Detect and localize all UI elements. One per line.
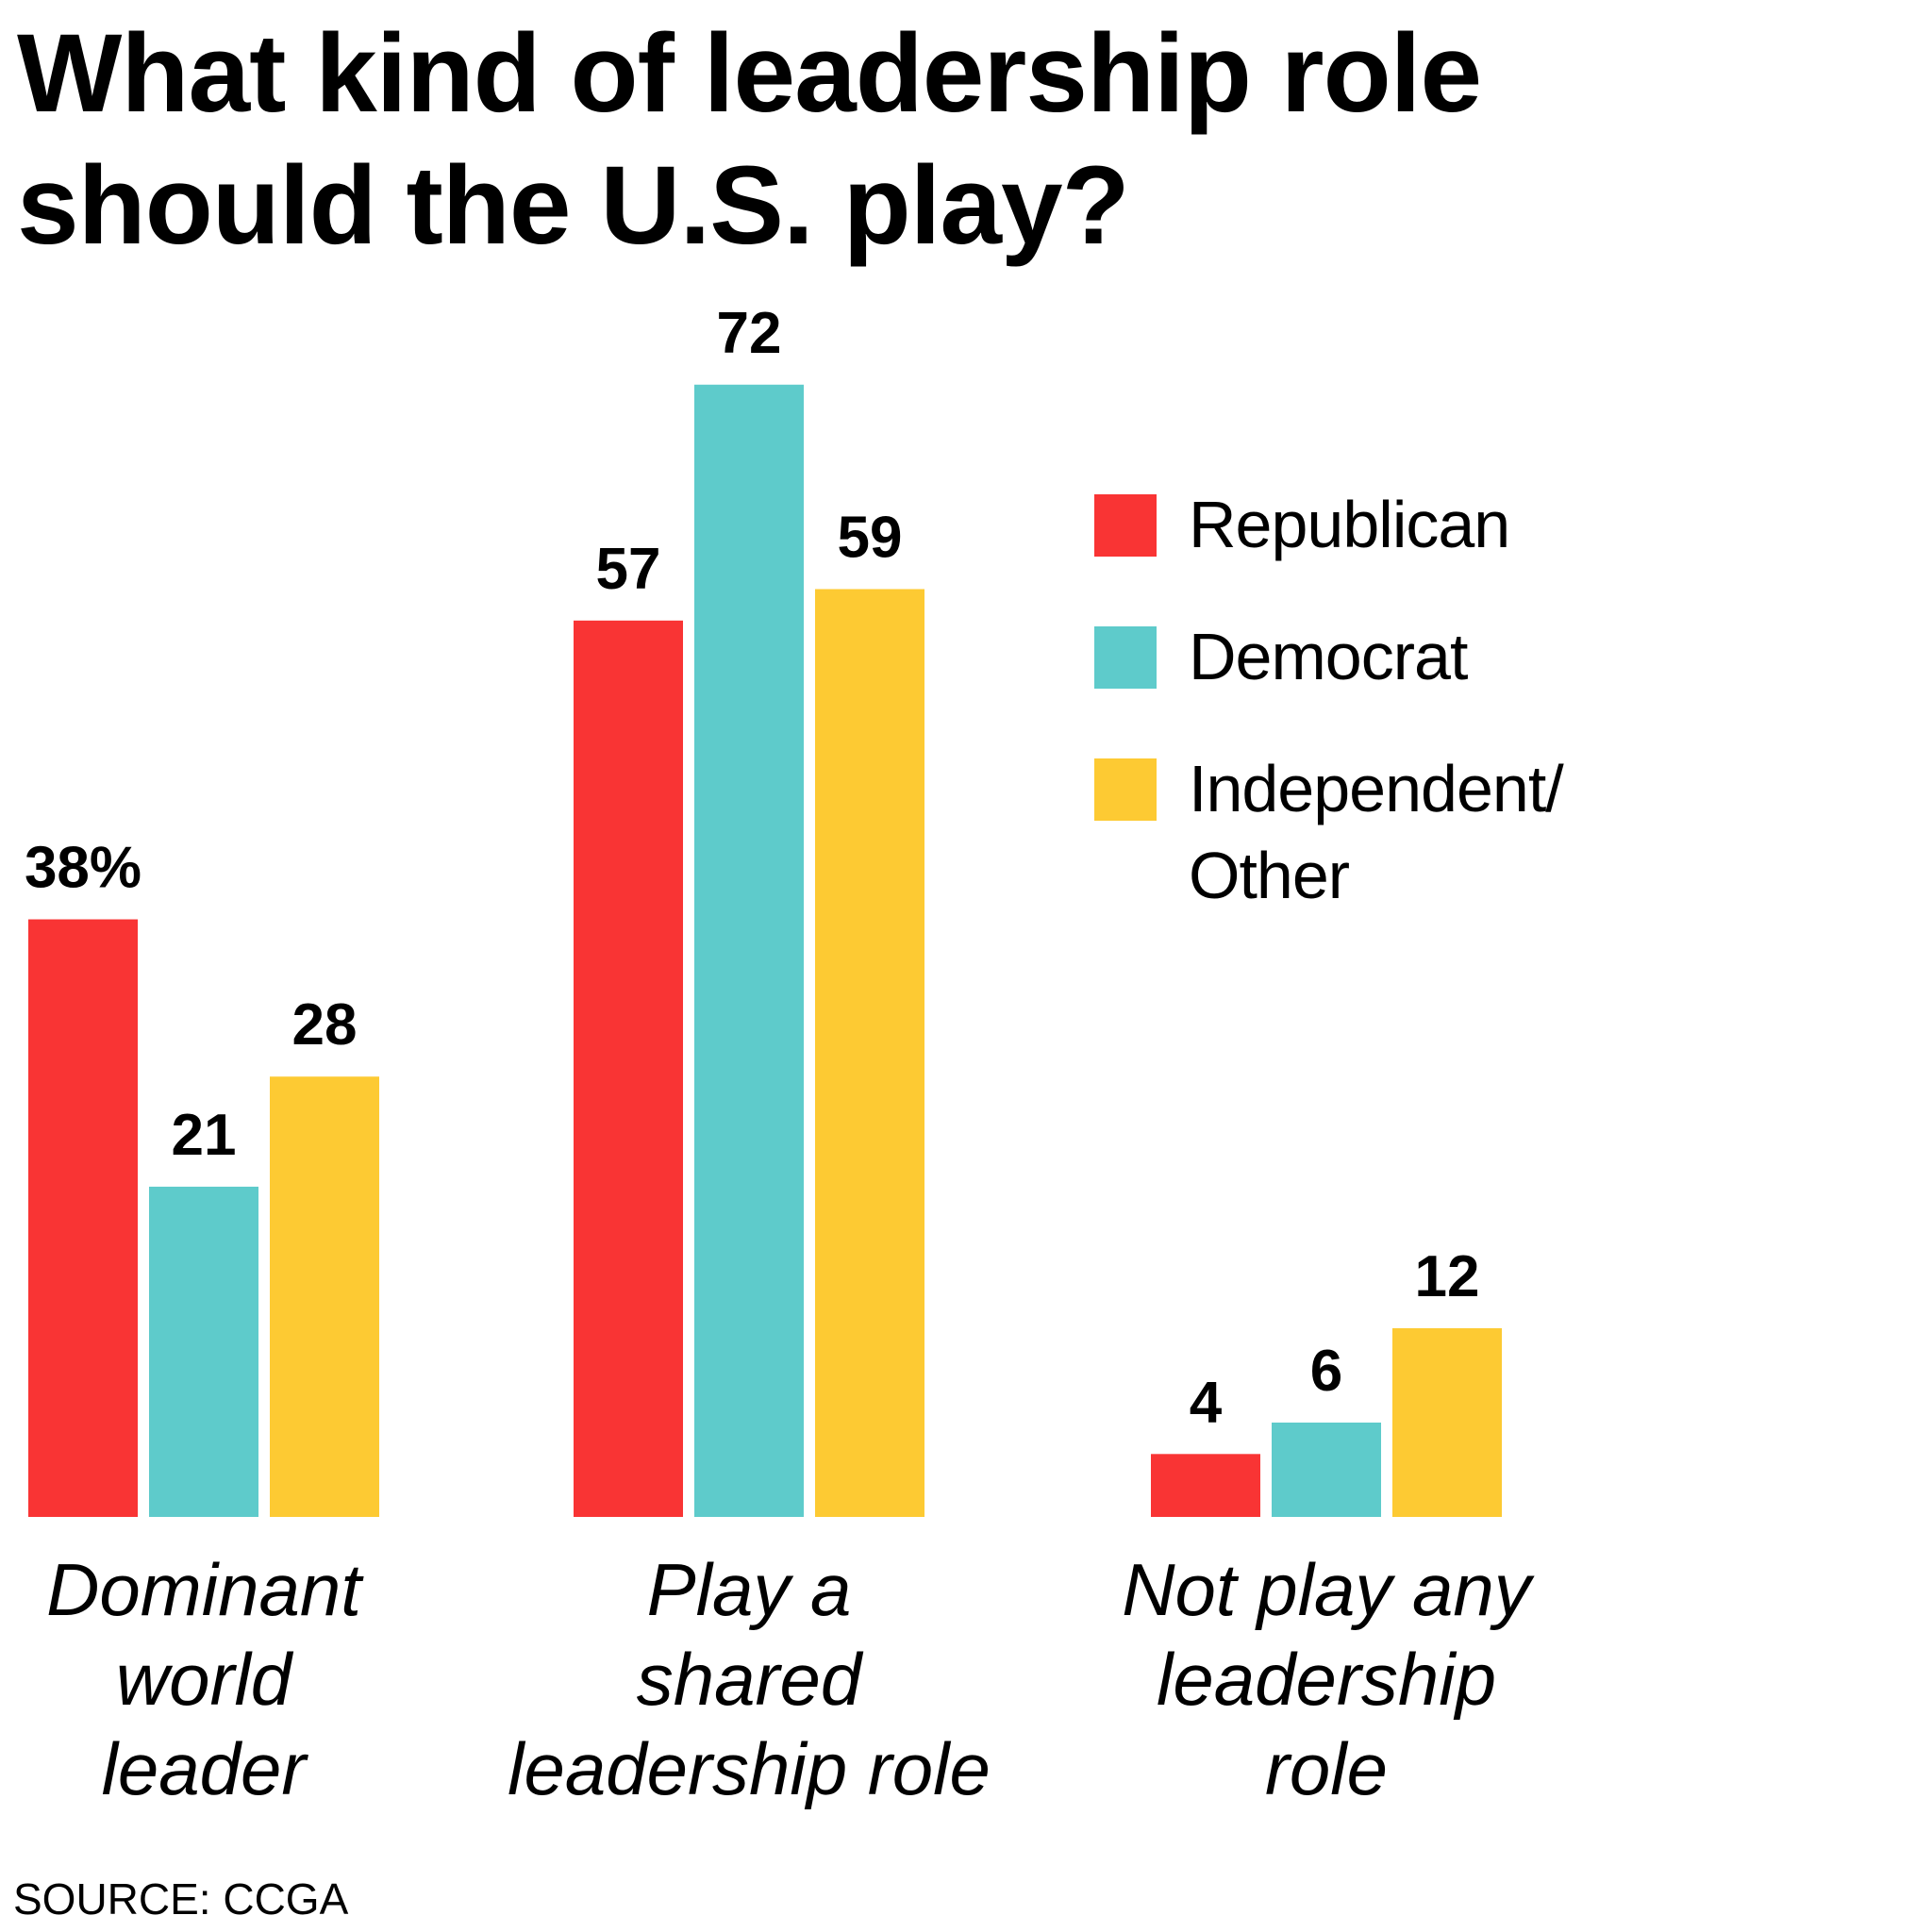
- chart-title-line-1: What kind of leadership role: [17, 11, 1482, 136]
- category-label-1-line-2: world: [116, 1638, 294, 1721]
- bar-democrat-2: [694, 384, 804, 1517]
- category-label-1-line-1: Dominant: [46, 1548, 364, 1631]
- legend: Republican Democrat Independent/ Other: [1094, 481, 1623, 912]
- data-label-republican-2: 57: [596, 537, 661, 602]
- category-label-1-line-3: leader: [102, 1727, 309, 1810]
- data-label-democrat-2: 72: [717, 301, 782, 366]
- category-label-3-line-1: Not play any: [1122, 1548, 1535, 1631]
- legend-swatch-independent: [1094, 758, 1157, 821]
- legend-item-independent: Independent/ Other: [1094, 745, 1623, 912]
- legend-swatch-democrat: [1094, 626, 1157, 689]
- bar-republican-1: [28, 919, 138, 1517]
- legend-label-democrat: Democrat: [1189, 620, 1468, 693]
- source-note: SOURCE: CCGA: [13, 1874, 349, 1924]
- legend-item-democrat: Democrat: [1094, 613, 1623, 745]
- data-label-independent-2: 59: [838, 505, 903, 570]
- data-label-independent-3: 12: [1415, 1244, 1480, 1309]
- chart-title-line-2: should the U.S. play?: [17, 143, 1130, 268]
- data-label-democrat-1: 21: [172, 1103, 237, 1168]
- category-label-2-line-1: Play a: [647, 1548, 852, 1631]
- legend-label-republican: Republican: [1189, 488, 1510, 561]
- bar-independent-2: [815, 589, 924, 1517]
- bar-democrat-1: [149, 1186, 258, 1517]
- data-label-republican-1: 38%: [25, 836, 142, 901]
- category-label-3-line-2: leadership: [1157, 1638, 1496, 1721]
- category-label-2-line-2: shared: [637, 1638, 864, 1721]
- bar-republican-2: [574, 620, 683, 1517]
- legend-swatch-republican: [1094, 494, 1157, 557]
- data-label-republican-3: 4: [1190, 1370, 1223, 1435]
- legend-item-republican: Republican: [1094, 481, 1623, 613]
- category-label-2-line-3: leadership role: [508, 1727, 991, 1810]
- category-label-3-line-3: role: [1265, 1727, 1388, 1810]
- bar-independent-3: [1392, 1327, 1502, 1517]
- bar-independent-1: [270, 1076, 379, 1517]
- data-label-democrat-3: 6: [1310, 1339, 1342, 1404]
- chart-title: What kind of leadership role should the …: [17, 8, 1809, 272]
- bar-democrat-3: [1272, 1422, 1381, 1517]
- data-label-independent-1: 28: [292, 992, 358, 1058]
- bar-republican-3: [1151, 1454, 1260, 1517]
- legend-label-independent: Independent/ Other: [1189, 752, 1564, 912]
